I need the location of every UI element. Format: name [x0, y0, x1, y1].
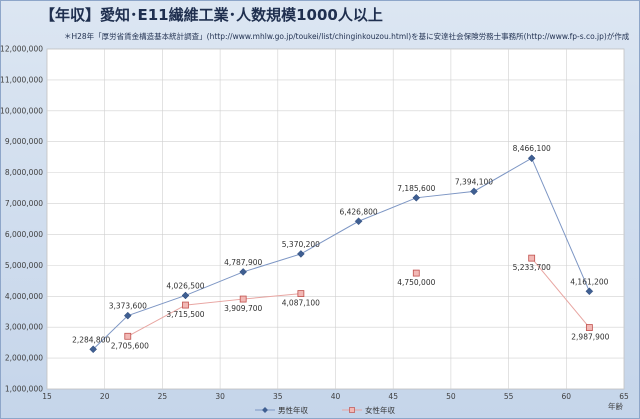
data-label: 6,426,800: [339, 207, 377, 216]
data-point: [412, 269, 420, 277]
x-tick-label: 25: [158, 392, 168, 401]
data-label: 2,987,900: [571, 333, 609, 342]
legend: 男性年収 女性年収: [255, 405, 395, 415]
x-tick-label: 55: [504, 392, 514, 401]
legend-marker: [262, 407, 268, 413]
y-axis-ticks: 1,000,000 2,000,000 3,000,000 4,000,000 5,00…: [0, 45, 43, 394]
data-label: 4,787,900: [224, 258, 262, 267]
y-tick-label: 7,000,000: [5, 199, 43, 208]
legend-label: 男性年収: [278, 405, 308, 415]
chart-subtitle: ＊H28年「厚労省賃金構造基本統計調査」(http://www.mhlw.go.…: [64, 32, 630, 41]
y-tick-label: 3,000,000: [5, 323, 43, 332]
data-point: [181, 291, 190, 300]
legend-label: 女性年収: [365, 405, 395, 415]
y-tick-label: 12,000,000: [0, 45, 43, 54]
chart-title: 【年収】愛知･E11繊維工業･人数規模1000人以上: [40, 6, 383, 24]
data-label: 7,394,100: [455, 177, 493, 186]
data-label: 5,370,200: [282, 240, 320, 249]
data-label: 4,026,500: [166, 281, 204, 290]
data-label: 4,161,200: [570, 277, 608, 286]
gridlines: [46, 48, 625, 390]
x-tick-label: 50: [446, 392, 456, 401]
data-point: [239, 295, 247, 303]
data-point: [297, 290, 305, 297]
series-points: [89, 154, 594, 354]
legend-marker: [349, 407, 355, 413]
series-lines: [92, 157, 590, 350]
y-tick-label: 6,000,000: [5, 230, 43, 239]
y-tick-label: 10,000,000: [0, 106, 43, 115]
data-label: 3,715,500: [166, 310, 204, 319]
y-tick-label: 1,000,000: [5, 385, 43, 394]
series-line: [92, 157, 590, 350]
data-label: 3,909,700: [224, 304, 262, 313]
data-label: 4,087,100: [282, 299, 320, 308]
data-label: 4,750,000: [397, 278, 435, 287]
data-label: 8,466,100: [513, 144, 551, 153]
data-point: [123, 311, 132, 320]
x-tick-label: 20: [100, 392, 110, 401]
data-point: [528, 254, 536, 262]
series-line: [127, 293, 301, 337]
y-tick-label: 9,000,000: [5, 137, 43, 146]
y-tick-label: 2,000,000: [5, 354, 43, 363]
x-tick-label: 40: [331, 392, 341, 401]
data-label: 3,373,600: [109, 302, 147, 311]
x-axis-ticks: 15 20 25 30 35 40 45 50 55 60 65: [42, 392, 629, 401]
y-tick-label: 4,000,000: [5, 292, 43, 301]
data-label: 2,284,800: [72, 335, 110, 344]
data-point: [585, 324, 593, 331]
data-point: [297, 250, 305, 258]
data-point: [412, 193, 421, 202]
x-tick-label: 65: [619, 392, 629, 401]
x-tick-label: 30: [215, 392, 225, 401]
y-tick-label: 5,000,000: [5, 261, 43, 270]
data-labels: 2,284,800 3,373,600 4,026,500 4,787,900 5,37…: [72, 144, 610, 350]
data-label: 2,705,600: [111, 341, 149, 350]
y-tick-label: 11,000,000: [0, 75, 43, 84]
data-label: 5,233,700: [513, 263, 551, 272]
data-label: 7,185,600: [397, 184, 435, 193]
y-tick-label: 8,000,000: [5, 168, 43, 177]
data-point: [89, 345, 98, 354]
data-point: [585, 287, 594, 296]
data-point: [182, 301, 189, 309]
x-tick-label: 60: [562, 392, 572, 401]
data-point: [527, 154, 536, 163]
x-tick-label: 35: [273, 392, 283, 401]
data-point: [124, 332, 132, 340]
series-line: [531, 257, 590, 328]
x-tick-label: 15: [42, 392, 52, 401]
data-point: [470, 187, 478, 196]
x-tick-label: 45: [388, 392, 398, 401]
data-point: [239, 268, 248, 276]
x-axis-label: 年齢: [608, 401, 623, 411]
data-point: [354, 217, 363, 226]
